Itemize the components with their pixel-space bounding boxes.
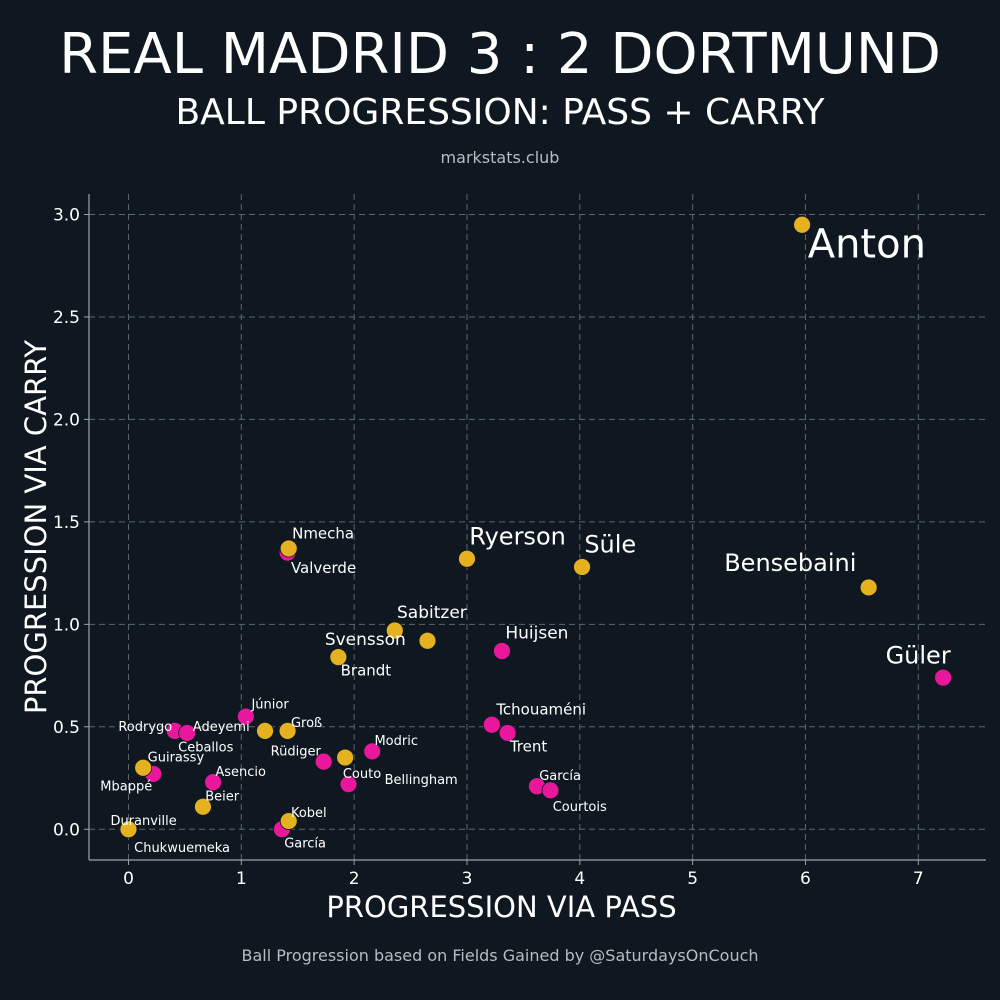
- data-point-real-madrid: [178, 724, 197, 742]
- data-point-dortmund: [194, 797, 212, 816]
- point-label: Duranville: [110, 814, 176, 829]
- point-label: Anton: [808, 222, 926, 268]
- point-label: Brandt: [341, 662, 392, 680]
- chart-source: markstats.club: [440, 148, 560, 167]
- point-label: Huijsen: [505, 624, 568, 644]
- x-tick-label: 7: [913, 869, 924, 889]
- data-point-dortmund: [336, 748, 355, 767]
- point-label: Groß: [291, 716, 322, 731]
- point-label: Guirassy: [148, 751, 205, 766]
- point-label: Trent: [509, 737, 548, 755]
- point-label: Süle: [584, 531, 636, 559]
- point-label: Sabitzer: [397, 603, 467, 623]
- data-point-dortmund: [119, 820, 138, 839]
- x-tick-label: 3: [462, 869, 473, 889]
- point-label: Ceballos: [178, 740, 233, 755]
- point-label: Bensebaini: [724, 549, 856, 577]
- point-label: Tchouaméni: [495, 701, 586, 719]
- point-label: Rüdiger: [271, 744, 322, 759]
- point-label: Adeyemi: [193, 720, 250, 735]
- point-label: Nmecha: [292, 524, 354, 542]
- y-tick-label: 2.5: [53, 308, 80, 328]
- point-label: Svensson: [325, 630, 406, 650]
- point-label: Bellingham: [385, 773, 458, 788]
- point-label: García: [539, 769, 581, 784]
- y-tick-label: 2.0: [53, 410, 80, 430]
- y-axis-label: PROGRESSION VIA CARRY: [19, 340, 53, 714]
- x-tick-label: 6: [800, 869, 811, 889]
- x-tick-label: 2: [349, 869, 360, 889]
- point-label: García: [284, 837, 326, 852]
- data-point-dortmund: [418, 631, 437, 650]
- y-tick-label: 1.0: [53, 615, 80, 635]
- point-label: Ryerson: [469, 522, 566, 550]
- data-point-dortmund: [458, 549, 476, 568]
- point-label: Chukwuemeka: [134, 841, 230, 856]
- point-label: Júnior: [250, 697, 289, 712]
- data-point-real-madrid: [314, 752, 333, 771]
- data-point-real-madrid: [493, 642, 511, 660]
- data-point-dortmund: [573, 558, 591, 576]
- point-label: Mbappé: [100, 779, 152, 794]
- data-point-dortmund: [859, 578, 878, 597]
- data-point-dortmund: [329, 648, 348, 667]
- point-label: Modric: [374, 734, 418, 749]
- x-tick-label: 5: [687, 869, 698, 889]
- x-tick-label: 0: [123, 869, 134, 889]
- point-label: Courtois: [553, 800, 607, 815]
- y-tick-label: 0.5: [53, 718, 80, 738]
- y-tick-label: 1.5: [53, 513, 80, 533]
- data-point-real-madrid: [934, 668, 953, 687]
- data-point-real-madrid: [204, 773, 223, 792]
- point-label: Kobel: [291, 806, 327, 821]
- point-label: Valverde: [291, 559, 356, 577]
- chart-title: REAL MADRID 3 : 2 DORTMUND: [59, 22, 941, 87]
- data-point-real-madrid: [363, 742, 382, 761]
- data-point-dortmund: [279, 539, 298, 558]
- data-point-dortmund: [385, 621, 404, 640]
- data-point-dortmund: [134, 758, 153, 777]
- data-point-real-madrid: [482, 715, 501, 734]
- chart-subtitle: BALL PROGRESSION: PASS + CARRY: [175, 92, 825, 133]
- point-label: Asencio: [215, 765, 266, 780]
- point-label: Güler: [886, 641, 951, 669]
- point-label: Beier: [205, 790, 240, 805]
- x-tick-label: 1: [236, 869, 247, 889]
- y-tick-label: 0.0: [53, 820, 80, 840]
- data-point-real-madrid: [498, 724, 517, 742]
- y-tick-label: 3.0: [53, 205, 80, 225]
- data-point-dortmund: [256, 721, 274, 740]
- point-label: Couto: [343, 767, 381, 782]
- data-point-dortmund: [793, 215, 811, 234]
- chart-footer: Ball Progression based on Fields Gained …: [241, 946, 759, 965]
- data-point-real-madrid: [339, 775, 358, 794]
- x-tick-label: 4: [574, 869, 585, 889]
- point-label: Rodrygo: [118, 720, 172, 735]
- data-point-real-madrid: [541, 781, 560, 800]
- data-point-dortmund: [279, 812, 298, 830]
- data-point-real-madrid: [236, 707, 255, 726]
- x-axis-label: PROGRESSION VIA PASS: [326, 890, 676, 924]
- data-point-dortmund: [278, 721, 297, 740]
